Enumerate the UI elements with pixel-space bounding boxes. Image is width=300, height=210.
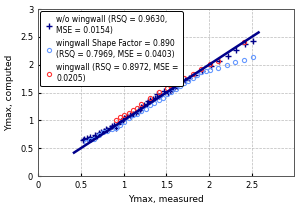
wingwall (RSQ = 0.8972, MSE =
0.0205) [131, 109, 135, 111]
wingwall Shape Factor = 0.890
(RSQ = 0.7969, MSE = 0.0403) [251, 56, 254, 58]
wingwall (RSQ = 0.8972, MSE =
0.0205) [123, 114, 126, 117]
wingwall (RSQ = 0.8972, MSE =
0.0205) [182, 77, 186, 79]
wingwall (RSQ = 0.8972, MSE =
0.0205) [208, 63, 211, 66]
wingwall (RSQ = 0.8972, MSE =
0.0205) [165, 86, 169, 89]
w/o wingwall (RSQ = 0.9630,
MSE = 0.0154) [82, 138, 86, 140]
wingwall (RSQ = 0.8972, MSE =
0.0205) [242, 41, 246, 43]
wingwall Shape Factor = 0.890
(RSQ = 0.7969, MSE = 0.0403) [204, 70, 207, 72]
wingwall (RSQ = 0.8972, MSE =
0.0205) [127, 112, 130, 114]
w/o wingwall (RSQ = 0.9630,
MSE = 0.0154) [123, 117, 126, 119]
wingwall Shape Factor = 0.890
(RSQ = 0.7969, MSE = 0.0403) [118, 124, 122, 127]
wingwall (RSQ = 0.8972, MSE =
0.0205) [191, 72, 195, 75]
wingwall Shape Factor = 0.890
(RSQ = 0.7969, MSE = 0.0403) [97, 134, 101, 136]
wingwall (RSQ = 0.8972, MSE =
0.0205) [118, 116, 122, 118]
wingwall Shape Factor = 0.890
(RSQ = 0.7969, MSE = 0.0403) [182, 82, 186, 84]
wingwall Shape Factor = 0.890
(RSQ = 0.7969, MSE = 0.0403) [169, 91, 173, 93]
X-axis label: Ymax, measured: Ymax, measured [128, 196, 204, 205]
wingwall Shape Factor = 0.890
(RSQ = 0.7969, MSE = 0.0403) [195, 74, 199, 77]
wingwall Shape Factor = 0.890
(RSQ = 0.7969, MSE = 0.0403) [131, 114, 135, 117]
wingwall Shape Factor = 0.890
(RSQ = 0.7969, MSE = 0.0403) [144, 108, 148, 110]
wingwall Shape Factor = 0.890
(RSQ = 0.7969, MSE = 0.0403) [187, 80, 190, 82]
wingwall Shape Factor = 0.890
(RSQ = 0.7969, MSE = 0.0403) [101, 131, 105, 133]
w/o wingwall (RSQ = 0.9630,
MSE = 0.0154) [172, 86, 176, 89]
wingwall Shape Factor = 0.890
(RSQ = 0.7969, MSE = 0.0403) [208, 68, 211, 71]
wingwall Shape Factor = 0.890
(RSQ = 0.7969, MSE = 0.0403) [225, 64, 229, 67]
wingwall Shape Factor = 0.890
(RSQ = 0.7969, MSE = 0.0403) [84, 141, 88, 143]
Line: w/o wingwall (RSQ = 0.9630,
MSE = 0.0154): w/o wingwall (RSQ = 0.9630, MSE = 0.0154… [80, 39, 256, 143]
wingwall Shape Factor = 0.890
(RSQ = 0.7969, MSE = 0.0403) [242, 58, 246, 61]
wingwall (RSQ = 0.8972, MSE =
0.0205) [148, 96, 152, 99]
wingwall Shape Factor = 0.890
(RSQ = 0.7969, MSE = 0.0403) [191, 76, 195, 79]
wingwall Shape Factor = 0.890
(RSQ = 0.7969, MSE = 0.0403) [135, 113, 139, 116]
Line: wingwall Shape Factor = 0.890
(RSQ = 0.7969, MSE = 0.0403): wingwall Shape Factor = 0.890 (RSQ = 0.7… [84, 55, 255, 144]
w/o wingwall (RSQ = 0.9630,
MSE = 0.0154) [158, 95, 161, 97]
wingwall Shape Factor = 0.890
(RSQ = 0.7969, MSE = 0.0403) [148, 104, 152, 107]
wingwall Shape Factor = 0.890
(RSQ = 0.7969, MSE = 0.0403) [161, 96, 165, 99]
wingwall Shape Factor = 0.890
(RSQ = 0.7969, MSE = 0.0403) [152, 102, 156, 104]
wingwall Shape Factor = 0.890
(RSQ = 0.7969, MSE = 0.0403) [174, 87, 178, 90]
wingwall (RSQ = 0.8972, MSE =
0.0205) [217, 60, 220, 63]
wingwall (RSQ = 0.8972, MSE =
0.0205) [200, 67, 203, 70]
wingwall Shape Factor = 0.890
(RSQ = 0.7969, MSE = 0.0403) [178, 85, 182, 88]
Legend: w/o wingwall (RSQ = 0.9630,
MSE = 0.0154), wingwall Shape Factor = 0.890
(RSQ = : w/o wingwall (RSQ = 0.9630, MSE = 0.0154… [40, 11, 183, 86]
w/o wingwall (RSQ = 0.9630,
MSE = 0.0154) [146, 100, 150, 103]
wingwall Shape Factor = 0.890
(RSQ = 0.7969, MSE = 0.0403) [93, 138, 96, 140]
wingwall Shape Factor = 0.890
(RSQ = 0.7969, MSE = 0.0403) [88, 139, 92, 142]
wingwall Shape Factor = 0.890
(RSQ = 0.7969, MSE = 0.0403) [157, 98, 160, 101]
wingwall Shape Factor = 0.890
(RSQ = 0.7969, MSE = 0.0403) [200, 71, 203, 73]
Line: wingwall (RSQ = 0.8972, MSE =
0.0205): wingwall (RSQ = 0.8972, MSE = 0.0205) [114, 40, 246, 122]
wingwall (RSQ = 0.8972, MSE =
0.0205) [140, 103, 143, 105]
wingwall Shape Factor = 0.890
(RSQ = 0.7969, MSE = 0.0403) [127, 117, 130, 119]
wingwall Shape Factor = 0.890
(RSQ = 0.7969, MSE = 0.0403) [106, 130, 109, 132]
wingwall Shape Factor = 0.890
(RSQ = 0.7969, MSE = 0.0403) [234, 61, 237, 64]
Y-axis label: Ymax, computed: Ymax, computed [6, 54, 15, 131]
w/o wingwall (RSQ = 0.9630,
MSE = 0.0154) [81, 139, 84, 141]
wingwall (RSQ = 0.8972, MSE =
0.0205) [157, 91, 160, 93]
wingwall Shape Factor = 0.890
(RSQ = 0.7969, MSE = 0.0403) [217, 67, 220, 69]
wingwall Shape Factor = 0.890
(RSQ = 0.7969, MSE = 0.0403) [110, 128, 113, 131]
wingwall Shape Factor = 0.890
(RSQ = 0.7969, MSE = 0.0403) [114, 126, 118, 129]
wingwall (RSQ = 0.8972, MSE =
0.0205) [114, 119, 118, 121]
w/o wingwall (RSQ = 0.9630,
MSE = 0.0154) [153, 96, 157, 99]
wingwall (RSQ = 0.8972, MSE =
0.0205) [169, 84, 173, 87]
wingwall (RSQ = 0.8972, MSE =
0.0205) [174, 82, 178, 85]
wingwall Shape Factor = 0.890
(RSQ = 0.7969, MSE = 0.0403) [165, 93, 169, 96]
wingwall (RSQ = 0.8972, MSE =
0.0205) [135, 106, 139, 109]
wingwall Shape Factor = 0.890
(RSQ = 0.7969, MSE = 0.0403) [123, 121, 126, 123]
wingwall Shape Factor = 0.890
(RSQ = 0.7969, MSE = 0.0403) [140, 110, 143, 112]
w/o wingwall (RSQ = 0.9630,
MSE = 0.0154) [252, 40, 255, 43]
